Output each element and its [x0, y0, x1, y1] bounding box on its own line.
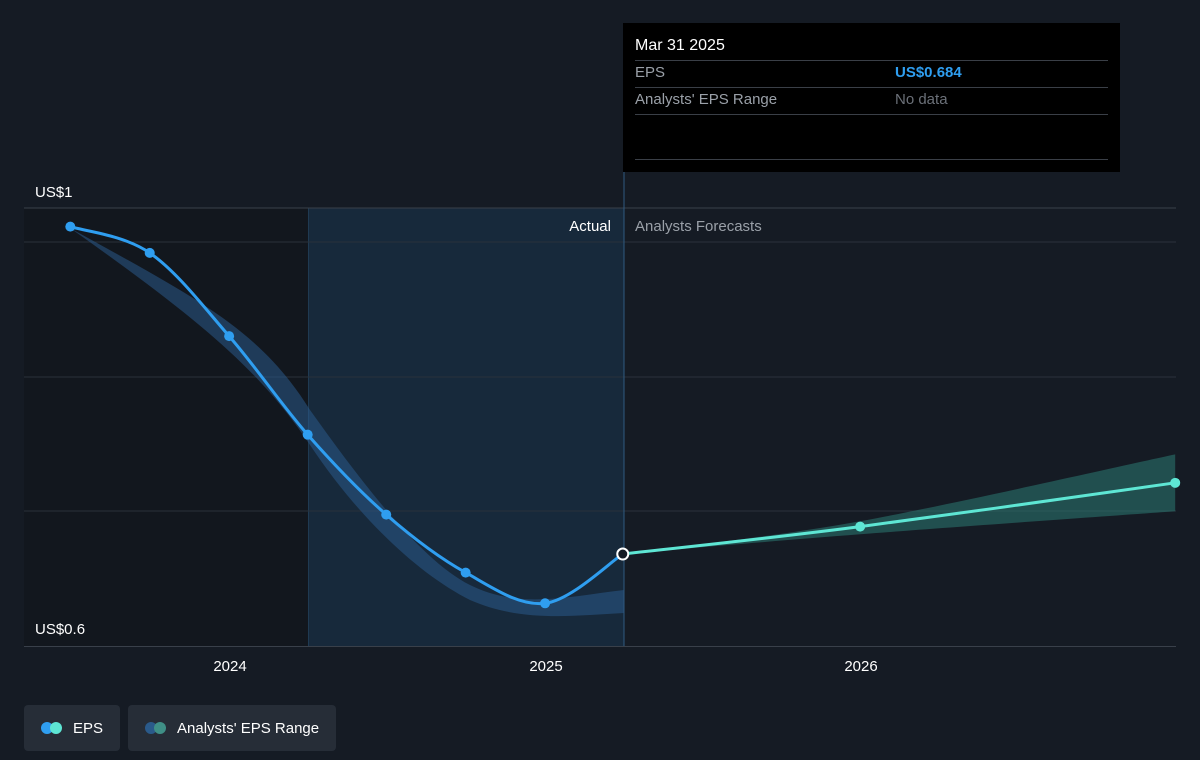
- eps-point[interactable]: [65, 221, 76, 232]
- eps-point[interactable]: [460, 567, 471, 578]
- tooltip-eps-label: EPS: [635, 64, 666, 81]
- past-range-band: [70, 228, 624, 617]
- eps-point[interactable]: [540, 598, 551, 609]
- legend-eps-button[interactable]: EPS: [24, 705, 121, 751]
- eps-forecast-point[interactable]: [1170, 477, 1181, 488]
- forecast-range-band: [622, 454, 1176, 554]
- x-tick-2026: 2026: [844, 658, 877, 675]
- eps-point[interactable]: [302, 429, 313, 440]
- eps-chart: US$1 US$0.6 Actual Analysts Forecasts 20…: [24, 172, 1181, 675]
- legend-range-button[interactable]: Analysts' EPS Range: [128, 705, 337, 751]
- legend-range-label: Analysts' EPS Range: [177, 719, 320, 737]
- tooltip-divider: [635, 159, 1108, 160]
- eps-point[interactable]: [144, 247, 155, 258]
- actual-highlight: [308, 208, 624, 646]
- x-tick-2025: 2025: [529, 658, 562, 675]
- legend-eps-dot-forecast: [50, 722, 62, 734]
- y-tick-bottom: US$0.6: [35, 621, 85, 638]
- legend-eps-label: EPS: [73, 719, 104, 737]
- eps-actual-line: [69, 225, 624, 606]
- actual-label: Actual: [569, 218, 611, 235]
- legend-range-dot-forecast: [154, 722, 167, 734]
- tooltip-range-label: Analysts' EPS Range: [635, 91, 778, 108]
- eps-point-selected[interactable]: [616, 547, 630, 561]
- eps-point[interactable]: [224, 331, 235, 342]
- eps-forecast-point[interactable]: [855, 521, 866, 532]
- range-dots-icon: [145, 722, 167, 734]
- eps-tooltip: Mar 31 2025 EPS US$0.684 Analysts' EPS R…: [623, 23, 1120, 172]
- tooltip-row-range: Analysts' EPS Range No data: [635, 87, 1108, 115]
- tooltip-row-eps: EPS US$0.684: [635, 60, 1108, 87]
- chart-legend: EPS Analysts' EPS Range: [24, 705, 337, 751]
- tooltip-date: Mar 31 2025: [635, 37, 725, 54]
- eps-dots-icon: [41, 722, 63, 734]
- x-tick-2024: 2024: [213, 658, 246, 675]
- y-tick-top: US$1: [35, 184, 73, 201]
- eps-point[interactable]: [381, 509, 392, 520]
- forecast-label: Analysts Forecasts: [635, 218, 762, 235]
- past-shade: [24, 208, 308, 646]
- tooltip-range-value: No data: [895, 91, 948, 108]
- tooltip-eps-value: US$0.684: [895, 64, 962, 81]
